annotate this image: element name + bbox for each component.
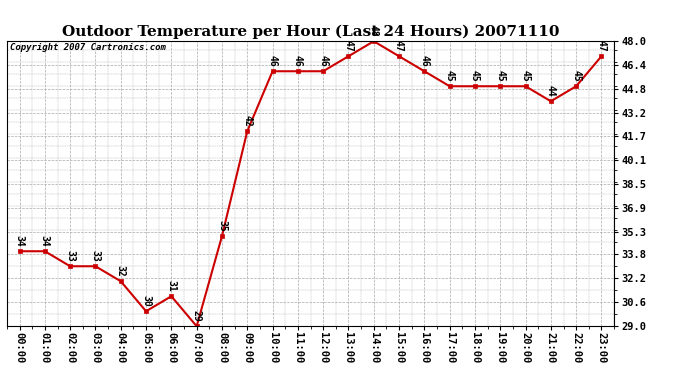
- Text: 46: 46: [318, 56, 328, 67]
- Text: 29: 29: [192, 310, 201, 322]
- Text: 42: 42: [242, 116, 253, 127]
- Text: 45: 45: [571, 70, 581, 82]
- Text: 32: 32: [116, 266, 126, 277]
- Text: 33: 33: [90, 251, 101, 262]
- Title: Outdoor Temperature per Hour (Last 24 Hours) 20071110: Outdoor Temperature per Hour (Last 24 Ho…: [61, 24, 560, 39]
- Text: 46: 46: [420, 56, 429, 67]
- Text: 48: 48: [368, 26, 379, 37]
- Text: 45: 45: [520, 70, 531, 82]
- Text: 46: 46: [293, 56, 303, 67]
- Text: 45: 45: [444, 70, 455, 82]
- Text: 34: 34: [40, 236, 50, 247]
- Text: Copyright 2007 Cartronics.com: Copyright 2007 Cartronics.com: [10, 43, 166, 52]
- Text: 45: 45: [470, 70, 480, 82]
- Text: 46: 46: [268, 56, 277, 67]
- Text: 31: 31: [166, 280, 177, 292]
- Text: 47: 47: [394, 40, 404, 52]
- Text: 30: 30: [141, 296, 151, 307]
- Text: 47: 47: [596, 40, 607, 52]
- Text: 44: 44: [546, 86, 556, 97]
- Text: 34: 34: [14, 236, 25, 247]
- Text: 45: 45: [495, 70, 505, 82]
- Text: 35: 35: [217, 220, 227, 232]
- Text: 33: 33: [65, 251, 75, 262]
- Text: 47: 47: [344, 40, 353, 52]
